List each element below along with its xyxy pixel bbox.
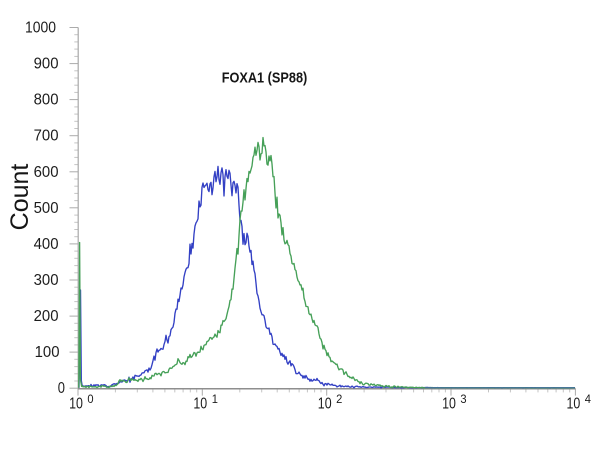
svg-text:2: 2 <box>336 392 342 406</box>
svg-text:200: 200 <box>34 308 59 325</box>
svg-text:800: 800 <box>34 92 59 109</box>
svg-text:0: 0 <box>87 392 93 406</box>
svg-text:700: 700 <box>34 128 59 145</box>
svg-text:10: 10 <box>318 395 332 412</box>
svg-text:300: 300 <box>34 272 59 289</box>
svg-text:10: 10 <box>567 395 581 412</box>
svg-text:900: 900 <box>34 56 59 73</box>
svg-text:4: 4 <box>585 392 591 406</box>
svg-text:400: 400 <box>34 236 59 253</box>
svg-text:1000: 1000 <box>25 20 56 37</box>
svg-text:600: 600 <box>34 164 59 181</box>
svg-text:Count: Count <box>6 164 34 231</box>
svg-text:500: 500 <box>34 200 59 217</box>
svg-text:10: 10 <box>442 395 456 412</box>
svg-text:10: 10 <box>193 395 207 412</box>
svg-text:1: 1 <box>212 392 218 406</box>
svg-text:10: 10 <box>69 395 83 412</box>
svg-text:3: 3 <box>460 392 466 406</box>
svg-text:FOXA1 (SP88): FOXA1 (SP88) <box>222 69 308 86</box>
svg-text:100: 100 <box>35 344 60 361</box>
svg-text:0: 0 <box>58 380 65 397</box>
